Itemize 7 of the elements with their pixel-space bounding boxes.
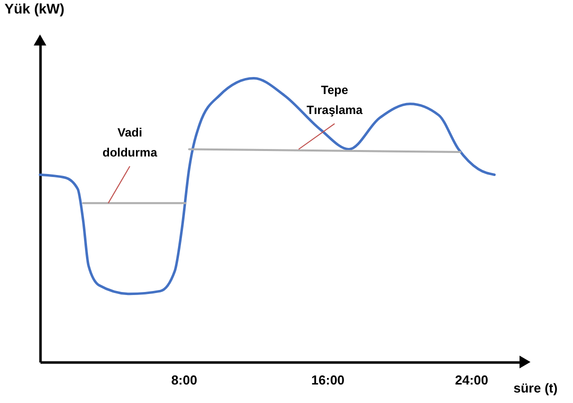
x-axis-title: süre (t) [514,380,558,396]
x-tick-label: 16:00 [311,372,345,388]
x-tick-label: 24:00 [454,372,488,388]
x-tick-label: 8:00 [171,372,198,388]
annotation: Vadi doldurma [102,125,158,160]
annotation: Tepe Tıraşlama [306,82,363,117]
y-axis-title: Yük (kW) [4,0,64,16]
